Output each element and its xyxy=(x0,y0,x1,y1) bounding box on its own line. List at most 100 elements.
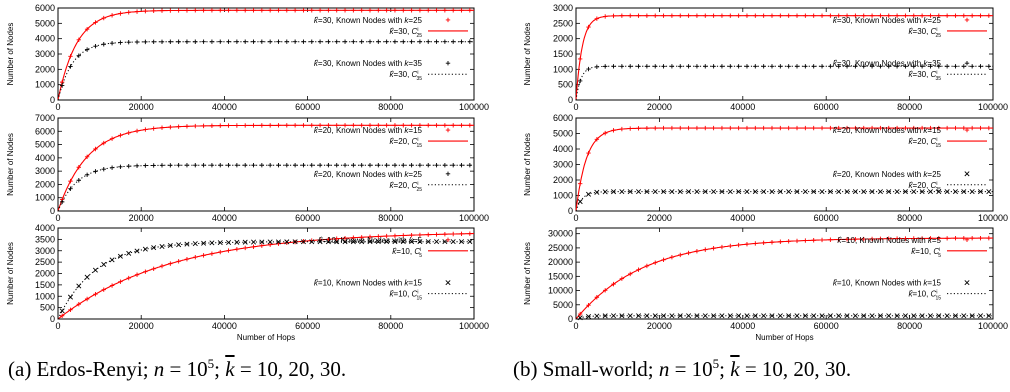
data-point xyxy=(786,313,792,319)
y-tick-label: 2000 xyxy=(35,269,55,279)
data-point xyxy=(602,313,608,319)
data-point xyxy=(184,241,190,247)
data-point xyxy=(877,313,883,319)
y-tick-label: 3000 xyxy=(553,3,573,13)
y-tick-label: 10000 xyxy=(548,286,573,296)
data-point xyxy=(911,313,917,319)
data-point xyxy=(627,189,633,195)
x-tick-label: 60000 xyxy=(295,102,320,112)
legend-label: k̂=30, Known Nodes with k=25 xyxy=(314,16,423,25)
legend-label: k̂=10, Ci 5 xyxy=(392,247,422,259)
data-point xyxy=(919,64,925,69)
legend-label: k̂=20, Ci 25 xyxy=(390,181,423,193)
data-point xyxy=(861,313,867,319)
x-tick-label: 60000 xyxy=(814,213,839,223)
plot-frame xyxy=(575,227,994,320)
data-point xyxy=(619,313,625,319)
data-point xyxy=(151,163,156,168)
data-point xyxy=(736,189,742,195)
series-line xyxy=(57,41,474,101)
data-point xyxy=(226,162,231,168)
data-point xyxy=(243,39,248,44)
data-point xyxy=(334,239,340,245)
data-point xyxy=(852,189,858,195)
data-point xyxy=(644,189,650,195)
y-tick-label: 4000 xyxy=(35,34,55,44)
caption-left: (a) Erdos-Renyi; n = 105; k = 10, 20, 30… xyxy=(8,356,347,381)
legend-label: k̂=10, Ci 15 xyxy=(909,290,942,302)
data-point xyxy=(275,239,281,245)
data-point xyxy=(752,313,758,319)
series-line xyxy=(57,164,474,212)
x-tick-label: 100000 xyxy=(978,321,1008,331)
data-point xyxy=(636,64,641,69)
caption-right: (b) Small-world; n = 105; k = 10, 20, 30… xyxy=(513,356,852,381)
legend-label: k̂=30, Known Nodes with k=35 xyxy=(833,59,942,68)
data-point xyxy=(259,239,265,245)
legend-swatch xyxy=(445,280,451,286)
data-point xyxy=(350,239,356,245)
x-tick-label: 20000 xyxy=(129,213,154,223)
data-point xyxy=(301,162,306,168)
x-tick-label: 80000 xyxy=(897,102,922,112)
x-tick-label: 60000 xyxy=(814,102,839,112)
data-point xyxy=(919,189,925,195)
data-point xyxy=(409,239,415,245)
data-point xyxy=(226,239,232,245)
legend-label: k̂=10, Known Nodes with k=15 xyxy=(314,279,423,288)
y-tick-label: 0 xyxy=(50,314,55,324)
data-point xyxy=(802,313,808,319)
data-point xyxy=(752,189,758,195)
y-tick-label: 0 xyxy=(50,95,55,105)
data-point xyxy=(84,172,90,178)
data-point xyxy=(811,189,817,195)
y-tick-label: 1000 xyxy=(553,64,573,74)
legend-swatch xyxy=(445,17,451,23)
data-point xyxy=(677,313,683,319)
data-point xyxy=(952,313,958,319)
y-tick-label: 1500 xyxy=(553,49,573,59)
x-tick-label: 40000 xyxy=(730,102,755,112)
x-tick-label: 60000 xyxy=(295,213,320,223)
data-point xyxy=(401,39,406,44)
y-tick-label: 3000 xyxy=(553,160,573,170)
y-axis-label: Number of Nodes xyxy=(6,242,15,305)
data-point xyxy=(986,313,992,319)
legend-label: k̂=20, Known Nodes with k=25 xyxy=(833,170,942,179)
data-point xyxy=(902,189,908,195)
data-point xyxy=(819,313,825,319)
data-point xyxy=(936,189,942,195)
data-point xyxy=(392,239,398,245)
data-point xyxy=(317,239,323,245)
data-point xyxy=(677,189,683,195)
data-point xyxy=(292,239,298,245)
data-point xyxy=(652,313,658,319)
data-point xyxy=(167,242,173,249)
data-point xyxy=(201,240,207,246)
x-tick-label: 0 xyxy=(573,321,578,331)
legend-label: k̂=30, Ci 35 xyxy=(909,70,942,82)
data-point xyxy=(661,313,667,319)
series-line xyxy=(57,124,474,212)
legend-label: k̂=30, Ci 25 xyxy=(909,27,942,39)
y-tick-label: 500 xyxy=(558,80,573,90)
x-tick-label: 0 xyxy=(573,213,578,223)
x-tick-label: 20000 xyxy=(647,321,672,331)
data-point xyxy=(168,39,173,44)
legend-swatch xyxy=(964,17,970,23)
data-point xyxy=(661,189,667,195)
data-point xyxy=(84,47,90,52)
data-point xyxy=(819,64,825,69)
x-tick-label: 100000 xyxy=(459,321,489,331)
legend-label: k̂=30, Ci 35 xyxy=(390,70,423,82)
data-point xyxy=(384,239,390,245)
y-tick-label: 4000 xyxy=(35,153,55,163)
data-point xyxy=(309,162,314,168)
chart-sw-k30: 0 20000 40000 60000 80000 100000 0 500 1000 1500 2… xyxy=(523,3,1008,112)
y-tick-label: 2000 xyxy=(35,179,55,189)
legend-label: k̂=20, Known Nodes with k=25 xyxy=(314,170,423,179)
data-point xyxy=(217,240,223,246)
legend-swatch xyxy=(964,61,970,66)
series-line xyxy=(57,9,474,101)
